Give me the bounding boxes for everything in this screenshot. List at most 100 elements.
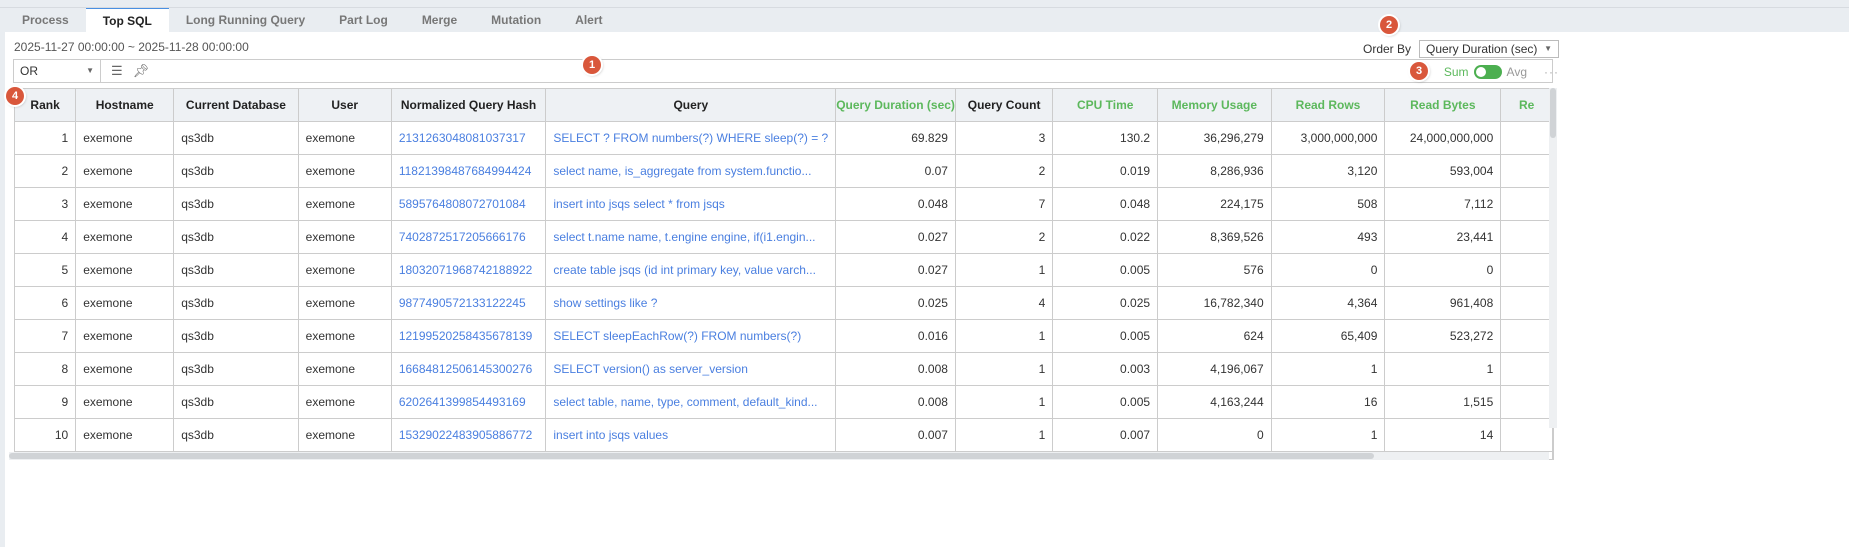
order-by-label: Order By xyxy=(1362,42,1411,56)
tab-top-sql[interactable]: Top SQL xyxy=(85,8,169,32)
table-cell: 0.048 xyxy=(1052,187,1159,221)
order-by-value: Query Duration (sec) xyxy=(1426,42,1538,56)
tab-long-running-query[interactable]: Long Running Query xyxy=(185,13,306,27)
table-cell: 6 xyxy=(15,286,77,320)
pin-icon[interactable]: 📌︎ xyxy=(132,63,150,78)
column-header-query-duration-sec[interactable]: Query Duration (sec) xyxy=(835,89,956,122)
column-header-read-bytes[interactable]: Read Bytes xyxy=(1384,89,1502,122)
query-hash-link[interactable]: 2131263048081037317 xyxy=(391,121,547,155)
date-range: 2025-11-27 00:00:00 ~ 2025-11-28 00:00:0… xyxy=(14,40,249,54)
annotation-badge-3: 3 xyxy=(1410,62,1428,80)
table-cell: exemone xyxy=(75,286,175,320)
tab-merge[interactable]: Merge xyxy=(421,13,458,27)
table-cell xyxy=(1500,319,1553,353)
query-hash-link[interactable]: 15329022483905886772 xyxy=(391,418,547,452)
query-link[interactable]: select name, is_aggregate from system.fu… xyxy=(545,154,837,188)
tab-process[interactable]: Process xyxy=(22,13,69,27)
vertical-scroll-thumb[interactable] xyxy=(1550,88,1556,138)
table-cell: 10 xyxy=(15,418,77,452)
query-link[interactable]: select t.name name, t.engine engine, if(… xyxy=(545,220,837,254)
sum-avg-switch[interactable] xyxy=(1473,65,1502,79)
column-header-re[interactable]: Re xyxy=(1500,89,1553,122)
table-cell: exemone xyxy=(298,385,392,419)
table-cell: 0.025 xyxy=(835,286,956,320)
column-header-query[interactable]: Query xyxy=(545,89,837,122)
table-cell: exemone xyxy=(298,253,392,287)
more-icon[interactable]: ··· xyxy=(1544,65,1559,79)
tab-alert[interactable]: Alert xyxy=(575,13,603,27)
tab-bar: Process Top SQL Long Running Query Part Log… xyxy=(5,8,620,32)
table-cell: exemone xyxy=(298,187,392,221)
table-cell: qs3db xyxy=(173,319,299,353)
table-cell: 7,112 xyxy=(1384,187,1502,221)
table-cell xyxy=(1500,187,1553,221)
horizontal-scroll-thumb[interactable] xyxy=(9,453,1374,459)
table-row[interactable]: 2 exemone qs3db exemone 11821398487684994424… xyxy=(15,154,1553,188)
table-row[interactable]: 7 exemone qs3db exemone 12199520258435678139… xyxy=(15,319,1553,353)
query-hash-link[interactable]: 5895764808072701084 xyxy=(391,187,547,221)
table-cell: 523,272 xyxy=(1384,319,1502,353)
table-row[interactable]: 8 exemone qs3db exemone 16684812506145300276… xyxy=(15,352,1553,386)
vertical-scrollbar[interactable] xyxy=(1549,88,1557,428)
table-row[interactable]: 10 exemone qs3db exemone 1532902248390588677… xyxy=(15,418,1553,452)
column-header-normalized-query-hash[interactable]: Normalized Query Hash xyxy=(391,89,547,122)
table-row[interactable]: 6 exemone qs3db exemone 9877490572133122245 s… xyxy=(15,286,1553,320)
horizontal-scrollbar[interactable] xyxy=(9,452,1549,460)
tab-part-log[interactable]: Part Log xyxy=(339,13,388,27)
table-cell: 5 xyxy=(15,253,77,287)
table-cell: 508 xyxy=(1271,187,1386,221)
annotation-badge-4: 4 xyxy=(6,87,24,105)
query-link[interactable]: insert into jsqs select * from jsqs xyxy=(545,187,837,221)
table-cell: 0.005 xyxy=(1052,253,1159,287)
table-cell: 69.829 xyxy=(835,121,956,155)
operator-select[interactable]: OR ▼ xyxy=(14,60,101,82)
table-row[interactable]: 5 exemone qs3db exemone 18032071968742188922… xyxy=(15,253,1553,287)
query-link[interactable]: select table, name, type, comment, defau… xyxy=(545,385,837,419)
tab-mutation[interactable]: Mutation xyxy=(491,13,542,27)
table-row[interactable]: 4 exemone qs3db exemone 7402872517205666176 s… xyxy=(15,220,1553,254)
column-header-hostname[interactable]: Hostname xyxy=(75,89,175,122)
column-header-cpu-time[interactable]: CPU Time xyxy=(1052,89,1159,122)
column-header-user[interactable]: User xyxy=(298,89,392,122)
query-hash-link[interactable]: 11821398487684994424 xyxy=(391,154,547,188)
query-link[interactable]: SELECT sleepEachRow(?) FROM numbers(?) xyxy=(545,319,837,353)
column-header-current-database[interactable]: Current Database xyxy=(173,89,299,122)
column-header-read-rows[interactable]: Read Rows xyxy=(1271,89,1386,122)
table-cell xyxy=(1500,286,1553,320)
order-by: Order By Query Duration (sec) ▼ xyxy=(1363,40,1559,58)
order-by-select[interactable]: Query Duration (sec) ▼ xyxy=(1419,40,1559,58)
table-row[interactable]: 9 exemone qs3db exemone 6202641399854493169 s… xyxy=(15,385,1553,419)
query-link[interactable]: create table jsqs (id int primary key, v… xyxy=(545,253,837,287)
query-hash-link[interactable]: 18032071968742188922 xyxy=(391,253,547,287)
table-cell: exemone xyxy=(75,319,175,353)
column-header-memory-usage[interactable]: Memory Usage xyxy=(1157,89,1272,122)
table-cell: 0.022 xyxy=(1052,220,1159,254)
table-cell: 3,120 xyxy=(1271,154,1386,188)
table-cell: 8,286,936 xyxy=(1157,154,1272,188)
filter-icon[interactable]: ☰ xyxy=(111,63,123,78)
table-cell: qs3db xyxy=(173,385,299,419)
table-row[interactable]: 1 exemone qs3db exemone 2131263048081037317 S… xyxy=(15,121,1553,155)
query-link[interactable]: SELECT ? FROM numbers(?) WHERE sleep(?) … xyxy=(545,121,837,155)
table-cell: 0.007 xyxy=(835,418,956,452)
query-link[interactable]: show settings like ? xyxy=(545,286,837,320)
query-hash-link[interactable]: 9877490572133122245 xyxy=(391,286,547,320)
table-row[interactable]: 3 exemone qs3db exemone 5895764808072701084 i… xyxy=(15,187,1553,221)
table-cell: exemone xyxy=(75,154,175,188)
table-cell: 576 xyxy=(1157,253,1272,287)
filter-bar[interactable]: OR ▼ ☰ 📌︎ xyxy=(13,59,1553,83)
table-cell: exemone xyxy=(75,385,175,419)
table-cell: 593,004 xyxy=(1384,154,1502,188)
query-hash-link[interactable]: 16684812506145300276 xyxy=(391,352,547,386)
table-cell: 961,408 xyxy=(1384,286,1502,320)
query-hash-link[interactable]: 7402872517205666176 xyxy=(391,220,547,254)
table-cell: 3 xyxy=(955,121,1054,155)
query-hash-link[interactable]: 12199520258435678139 xyxy=(391,319,547,353)
query-hash-link[interactable]: 6202641399854493169 xyxy=(391,385,547,419)
column-header-query-count[interactable]: Query Count xyxy=(955,89,1054,122)
column-header-rank[interactable]: Rank xyxy=(15,89,77,122)
query-link[interactable]: insert into jsqs values xyxy=(545,418,837,452)
table-cell: qs3db xyxy=(173,154,299,188)
query-link[interactable]: SELECT version() as server_version xyxy=(545,352,837,386)
table-cell: exemone xyxy=(298,154,392,188)
